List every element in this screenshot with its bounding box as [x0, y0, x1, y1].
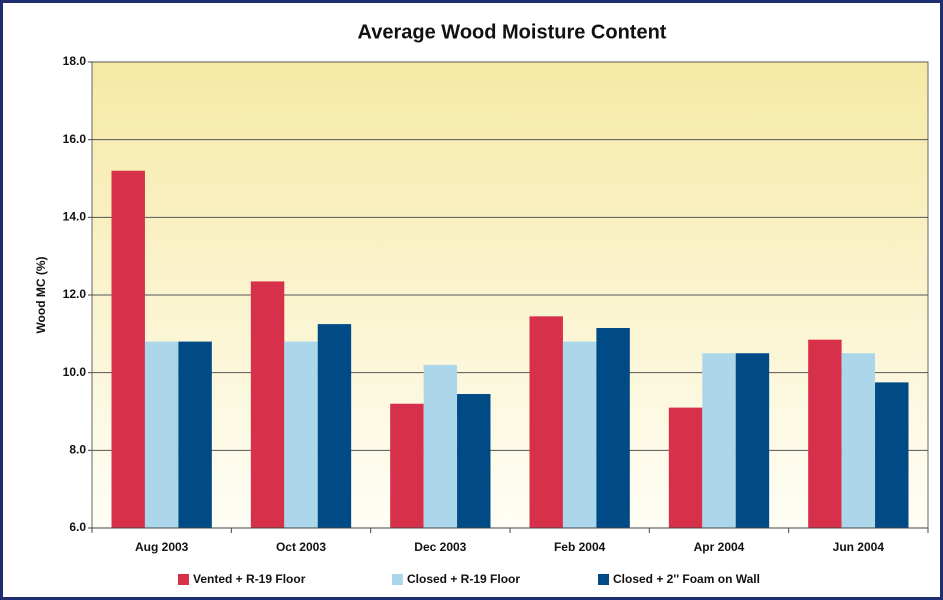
bar: [529, 316, 563, 528]
x-tick-label: Dec 2003: [414, 540, 466, 554]
y-tick-label: 8.0: [69, 443, 86, 457]
y-tick-label: 18.0: [63, 54, 87, 68]
y-tick-label: 14.0: [63, 210, 87, 224]
bar: [596, 328, 630, 528]
legend-swatch: [392, 574, 403, 585]
bar: [144, 341, 179, 528]
bar: [735, 353, 770, 528]
bar: [250, 281, 285, 528]
x-tick-label: Apr 2004: [694, 540, 745, 554]
bar: [808, 339, 842, 528]
x-tick-label: Feb 2004: [554, 540, 606, 554]
y-tick-label: 16.0: [63, 132, 87, 146]
legend-swatch: [598, 574, 609, 585]
chart-title: Average Wood Moisture Content: [358, 21, 667, 43]
legend-label: Closed + 2'' Foam on Wall: [613, 572, 760, 586]
bar: [875, 382, 909, 528]
bar: [702, 353, 736, 528]
legend-swatch: [178, 574, 189, 585]
x-tick-label: Jun 2004: [833, 540, 885, 554]
bar: [841, 353, 876, 528]
x-tick-label: Aug 2003: [135, 540, 189, 554]
x-tick-label: Oct 2003: [276, 540, 326, 554]
y-axis-label: Wood MC (%): [34, 256, 48, 333]
bar: [178, 341, 212, 528]
bar: [390, 403, 424, 528]
bar: [284, 341, 318, 528]
bar: [668, 407, 703, 528]
bar: [111, 170, 145, 528]
bar: [457, 394, 491, 528]
legend-label: Vented + R-19 Floor: [193, 572, 306, 586]
bar: [562, 341, 597, 528]
bar: [317, 324, 352, 528]
y-tick-label: 12.0: [63, 287, 87, 301]
y-tick-label: 10.0: [63, 365, 87, 379]
y-tick-label: 6.0: [69, 520, 86, 534]
legend-label: Closed + R-19 Floor: [407, 572, 520, 586]
bar: [423, 364, 458, 528]
